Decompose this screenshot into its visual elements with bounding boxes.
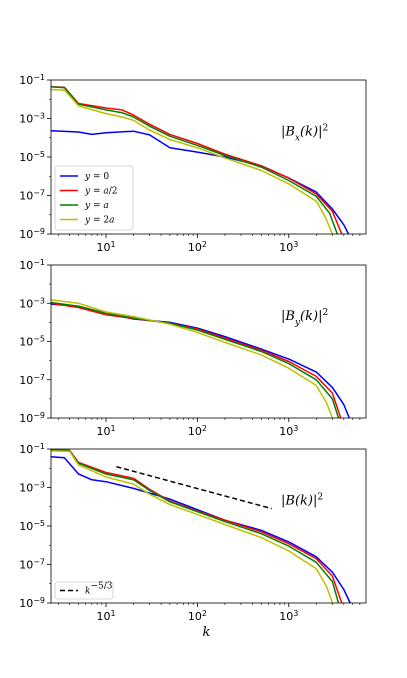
legend: k−5/3 [54, 581, 114, 600]
legend-label-4: y = 2a [84, 216, 114, 226]
y-tick-label: 10−5 [19, 334, 45, 349]
series-group [51, 449, 351, 603]
series-line-2 [51, 302, 342, 418]
panel-3: 101 102 103 10−9 10−7 10−5 10−3 10−1 |B(k)|2 k−5/… [19, 442, 367, 640]
y-tick-label: 10−7 [19, 188, 45, 203]
x-tick-label: 103 [279, 609, 298, 624]
legend-label-1: y = 0 [84, 172, 109, 182]
series-line-3 [51, 449, 340, 603]
series-group [51, 85, 350, 234]
y-tick-label: 10−1 [19, 73, 45, 88]
x-tick-label: 101 [96, 240, 115, 255]
series-line-4 [51, 299, 334, 418]
legend-label-2: y = a/2 [84, 187, 118, 197]
panel-2: 101 102 103 10−9 10−7 10−5 10−3 10−1 |By(k)|2 [19, 258, 367, 439]
y-tick-label: 10−9 [19, 227, 45, 242]
y-tick-label: 10−7 [19, 372, 45, 387]
y-tick-label: 10−3 [19, 111, 45, 126]
legend-label-reference: k−5/3 [85, 582, 113, 597]
panel-annotation: |By(k)|2 [281, 308, 328, 328]
y-tick-label: 10−3 [19, 296, 45, 311]
axes-frame [50, 448, 367, 604]
y-tick-label: 10−9 [19, 596, 45, 611]
y-tick-label: 10−5 [19, 150, 45, 165]
series-group [51, 299, 350, 418]
panel-1: 101 102 103 10−9 10−7 10−5 10−3 10−1 |Bx(k)|2 y =… [19, 73, 367, 255]
reference-line [116, 465, 272, 510]
x-tick-label: 101 [96, 424, 115, 439]
y-tick-label: 10−5 [19, 519, 45, 534]
x-tick-label: 102 [188, 424, 207, 439]
x-tick-label: 102 [188, 240, 207, 255]
series-line-4 [51, 450, 334, 603]
series-line-2 [51, 85, 343, 234]
panel-annotation: |B(k)|2 [281, 492, 323, 508]
x-tick-label: 103 [279, 240, 298, 255]
series-line-3 [51, 85, 339, 234]
series-line-4 [51, 88, 334, 234]
legend-label-3: y = a [84, 201, 109, 211]
legend-box [54, 581, 114, 600]
legend-box [54, 165, 134, 231]
series-line-2 [51, 449, 343, 603]
x-tick-label: 102 [188, 609, 207, 624]
axes-frame [50, 264, 367, 419]
panel-annotation: |Bx(k)|2 [281, 123, 328, 143]
y-tick-label: 10−3 [19, 480, 45, 495]
series-line-3 [51, 301, 340, 418]
series-line-1 [51, 130, 350, 234]
y-tick-label: 10−7 [19, 557, 45, 572]
x-tick-label: 101 [96, 609, 115, 624]
y-tick-label: 10−1 [19, 258, 45, 273]
x-tick-label: 103 [279, 424, 298, 439]
legend: y = 0 y = a/2 y = a y = 2a [54, 165, 134, 231]
x-axis-label: k [203, 625, 211, 640]
series-line-1 [51, 455, 351, 603]
y-tick-label: 10−1 [19, 442, 45, 457]
y-tick-label: 10−9 [19, 411, 45, 426]
